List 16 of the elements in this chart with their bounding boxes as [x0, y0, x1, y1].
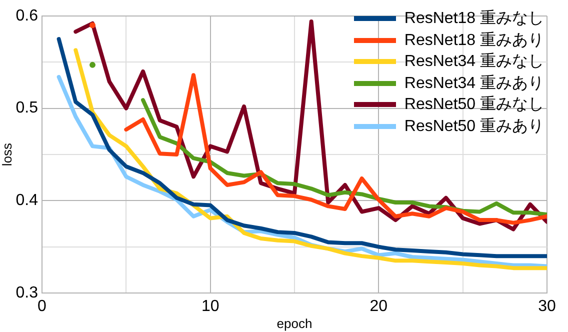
- legend-label: ResNet18 重みなし: [404, 8, 544, 29]
- legend-label: ResNet18 重みあり: [404, 30, 544, 50]
- x-tick-label: 20: [370, 298, 388, 316]
- y-tick-label: 0.4: [16, 192, 38, 210]
- legend-label: ResNet34 重みなし: [404, 52, 544, 72]
- legend-label: ResNet50 重みあり: [404, 116, 544, 136]
- y-axis-title: loss: [0, 142, 14, 166]
- x-axis-title: epoch: [276, 316, 312, 331]
- x-tick-label: 0: [38, 298, 47, 316]
- legend-label: ResNet34 重みあり: [404, 74, 544, 94]
- y-tick-label: 0.3: [16, 284, 38, 302]
- x-tick-label: 30: [538, 298, 556, 316]
- y-tick-label: 0.5: [16, 100, 38, 117]
- legend-label: ResNet50 重みなし: [404, 94, 544, 115]
- y-tick-label: 0.6: [16, 7, 38, 24]
- x-tick-label: 10: [201, 298, 220, 316]
